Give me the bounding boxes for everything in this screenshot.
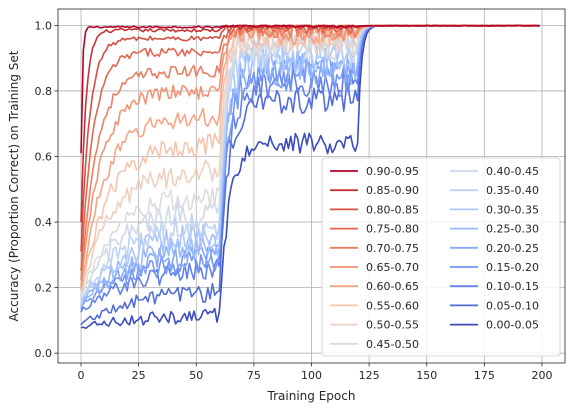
legend-label: 0.05-0.10 [486, 299, 539, 312]
axis-ticks: 0 25 50 75 100 125 150 175 200 0.0 0.2 0.4 0.6 0.8 1.0 [35, 19, 553, 382]
legend-label: 0.45-0.50 [366, 338, 419, 351]
x-tick-label: 50 [189, 369, 203, 382]
y-tick-label: 0.8 [35, 85, 53, 98]
legend-label: 0.50-0.55 [366, 319, 419, 332]
x-tick-label: 25 [132, 369, 146, 382]
legend-box [321, 157, 561, 357]
legend-label: 0.75-0.80 [366, 223, 419, 236]
x-tick-label: 175 [474, 369, 495, 382]
legend-label: 0.15-0.20 [486, 261, 539, 274]
x-tick-label: 200 [531, 369, 552, 382]
legend-label: 0.35-0.40 [486, 184, 539, 197]
legend-label: 0.85-0.90 [366, 184, 419, 197]
x-tick-label: 75 [247, 369, 261, 382]
series-lines [80, 24, 540, 330]
x-tick-label: 0 [78, 369, 85, 382]
y-tick-label: 0.6 [35, 151, 53, 164]
y-axis-title: Accuracy (Proportion Correct) on Trainin… [7, 50, 21, 321]
legend-label: 0.80-0.85 [366, 203, 419, 216]
legend-label: 0.65-0.70 [366, 261, 419, 274]
legend-label: 0.90-0.95 [366, 165, 419, 178]
legend-label: 0.00-0.05 [486, 319, 539, 332]
y-tick-label: 1.0 [35, 19, 53, 32]
y-tick-label: 0.4 [35, 216, 53, 229]
x-axis-title: Training Epoch [267, 389, 356, 403]
legend-label: 0.10-0.15 [486, 280, 539, 293]
legend-label: 0.60-0.65 [366, 280, 419, 293]
x-tick-label: 100 [301, 369, 322, 382]
x-tick-label: 150 [416, 369, 437, 382]
x-tick-label: 125 [359, 369, 380, 382]
legend-label: 0.20-0.25 [486, 242, 539, 255]
legend-label: 0.30-0.35 [486, 203, 539, 216]
y-tick-label: 0.2 [35, 282, 53, 295]
legend-label: 0.25-0.30 [486, 223, 539, 236]
legend: 0.90-0.95 0.85-0.90 0.80-0.85 0.75-0.80 0.70… [321, 157, 561, 357]
legend-label: 0.70-0.75 [366, 242, 419, 255]
series-line-0.90-0.95 [80, 24, 540, 154]
legend-label: 0.55-0.60 [366, 299, 419, 312]
y-tick-label: 0.0 [35, 347, 53, 360]
legend-label: 0.40-0.45 [486, 165, 539, 178]
